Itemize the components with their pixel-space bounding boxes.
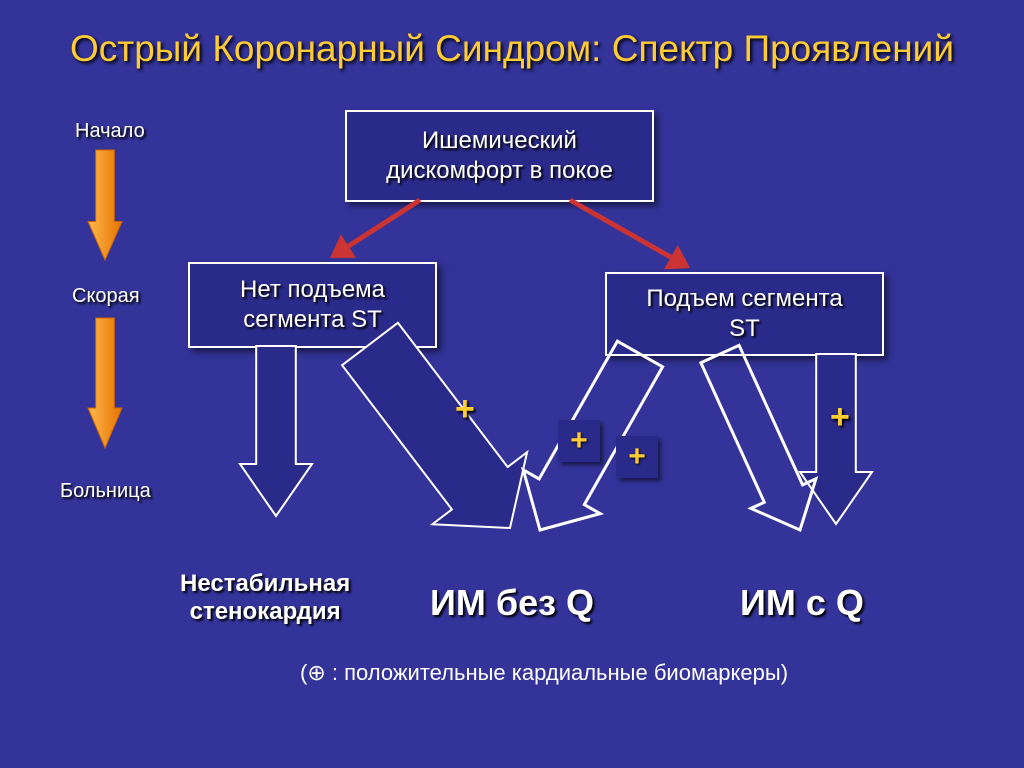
branch-arrow-left (310, 180, 440, 278)
outcome-mi-noq: ИМ без Q (430, 582, 594, 624)
plus-marker-3: + (616, 436, 658, 478)
stage-label-onset: Начало (75, 120, 145, 143)
branch-arrow-right (550, 180, 710, 288)
box-root-text: Ишемическийдискомфорт в покое (386, 126, 613, 186)
plus-marker-4: + (830, 398, 850, 437)
stage-label-ems: Скорая (72, 285, 140, 308)
outcome-unstable: Нестабильнаястенокардия (180, 570, 350, 626)
timeline-arrow-2 (88, 318, 128, 454)
footnote: (⊕ : положительные кардиальные биомаркер… (300, 660, 788, 686)
box-st-text: Подъем сегментаST (646, 284, 842, 344)
diagram-canvas: { "title": "Острый Коронарный Синдром: С… (0, 0, 1024, 768)
outcome-mi-q: ИМ с Q (740, 582, 864, 624)
stage-label-hospital: Больница (60, 480, 151, 503)
plus-marker-1: + (455, 390, 475, 429)
box-no-st-text: Нет подъемасегмента ST (240, 275, 385, 335)
outcome-arrow-q-outline (678, 344, 842, 540)
timeline-arrow-1 (88, 150, 128, 266)
plus-marker-2: + (558, 420, 600, 462)
slide-title: Острый Коронарный Синдром: Спектр Проявл… (0, 28, 1024, 70)
